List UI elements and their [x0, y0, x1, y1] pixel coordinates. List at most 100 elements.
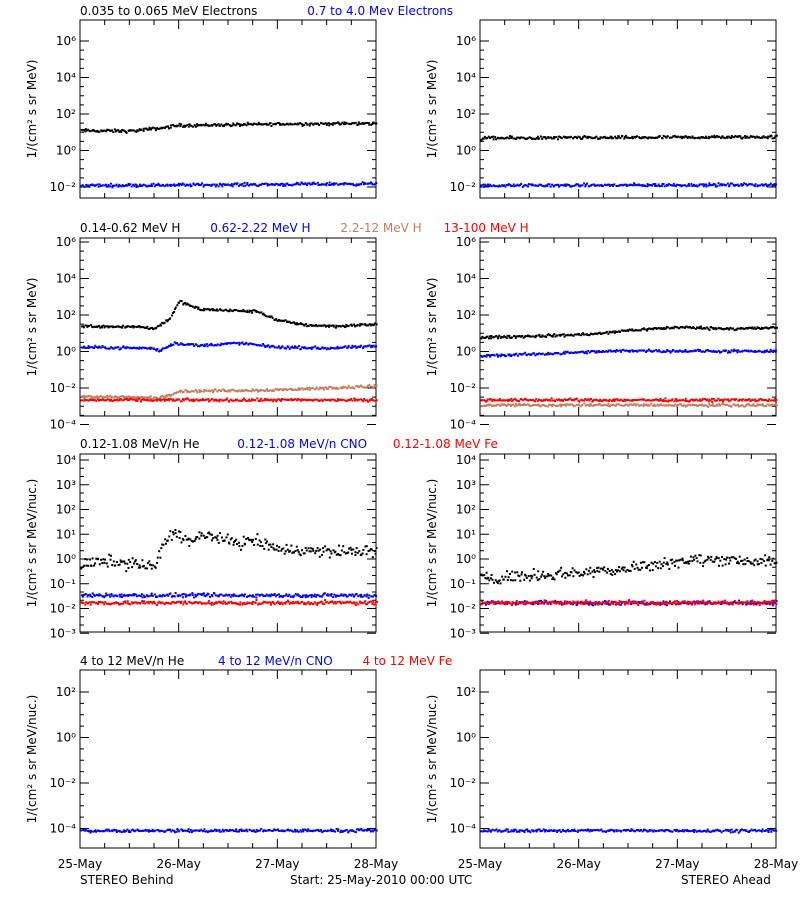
data-point — [480, 337, 483, 340]
y-tick-label: 10⁻² — [450, 180, 477, 194]
data-point — [347, 325, 350, 328]
data-point — [306, 324, 309, 327]
data-point — [608, 569, 611, 572]
data-point — [481, 399, 484, 402]
data-point — [300, 323, 303, 325]
data-point — [215, 398, 218, 401]
data-point — [541, 334, 544, 337]
data-point — [317, 549, 320, 552]
data-point — [633, 329, 636, 332]
data-point — [334, 601, 336, 604]
data-point — [518, 575, 521, 578]
data-point — [243, 595, 245, 598]
data-point — [152, 564, 155, 567]
data-point — [481, 574, 484, 577]
data-point — [717, 397, 720, 400]
data-point — [525, 600, 527, 603]
data-point — [83, 345, 85, 348]
data-point — [671, 558, 674, 561]
data-point — [703, 404, 706, 407]
data-point — [288, 549, 291, 552]
data-point — [200, 602, 203, 605]
data-point — [765, 327, 768, 330]
data-point — [104, 346, 107, 349]
data-point — [747, 560, 750, 563]
data-point — [80, 128, 83, 131]
data-point — [85, 601, 88, 604]
data-point — [705, 404, 708, 407]
data-point — [266, 184, 269, 187]
data-point — [264, 182, 267, 185]
data-point — [161, 543, 164, 546]
data-point — [507, 398, 510, 401]
data-point — [665, 400, 668, 403]
data-point — [125, 184, 128, 187]
data-point — [685, 185, 688, 188]
data-point — [117, 346, 120, 349]
data-point — [497, 399, 500, 402]
data-point — [198, 389, 201, 392]
data-point — [578, 351, 581, 354]
data-point — [770, 134, 773, 137]
data-point — [682, 350, 685, 353]
data-point — [492, 135, 495, 138]
data-point — [583, 602, 586, 605]
data-point — [487, 354, 490, 356]
data-point — [543, 575, 546, 578]
data-point — [304, 603, 307, 606]
data-point — [345, 595, 348, 598]
data-point — [197, 592, 200, 595]
data-point — [262, 183, 265, 185]
data-point — [297, 123, 300, 126]
data-point — [635, 184, 637, 187]
data-point — [539, 135, 542, 138]
data-point — [192, 400, 195, 402]
data-point — [230, 183, 233, 186]
data-point — [84, 603, 87, 606]
data-point — [180, 389, 183, 392]
data-point — [722, 403, 725, 406]
data-point — [273, 603, 276, 606]
data-point — [101, 595, 104, 598]
data-point — [702, 185, 705, 188]
data-point — [282, 389, 284, 392]
data-point — [489, 183, 492, 186]
data-point — [492, 184, 495, 187]
data-point — [216, 124, 218, 126]
data-point — [563, 352, 566, 355]
data-point — [285, 347, 288, 350]
data-point — [252, 309, 255, 312]
data-point — [163, 595, 166, 597]
data-point — [753, 559, 756, 562]
data-point — [757, 349, 760, 352]
data-point — [94, 326, 97, 328]
data-point — [593, 571, 596, 574]
data-point — [145, 185, 148, 188]
data-point — [531, 575, 534, 578]
data-point — [533, 352, 535, 355]
data-point — [614, 404, 617, 407]
data-point — [86, 399, 89, 402]
data-point — [664, 351, 667, 354]
data-point — [368, 600, 371, 603]
data-point — [612, 183, 615, 186]
data-point — [601, 136, 604, 139]
data-point — [218, 600, 221, 603]
data-point — [654, 185, 657, 187]
data-point — [768, 603, 771, 606]
data-point — [367, 550, 370, 553]
data-point — [625, 403, 628, 406]
data-point — [220, 309, 223, 312]
data-point — [277, 184, 280, 186]
data-point — [236, 398, 238, 401]
data-point — [550, 397, 553, 400]
data-point — [744, 135, 746, 138]
data-point — [558, 603, 561, 605]
data-point — [308, 324, 311, 327]
data-point — [530, 399, 533, 402]
data-point — [486, 335, 489, 338]
data-point — [200, 124, 203, 127]
data-point — [611, 350, 614, 353]
data-point — [174, 532, 177, 534]
data-point — [687, 326, 690, 329]
